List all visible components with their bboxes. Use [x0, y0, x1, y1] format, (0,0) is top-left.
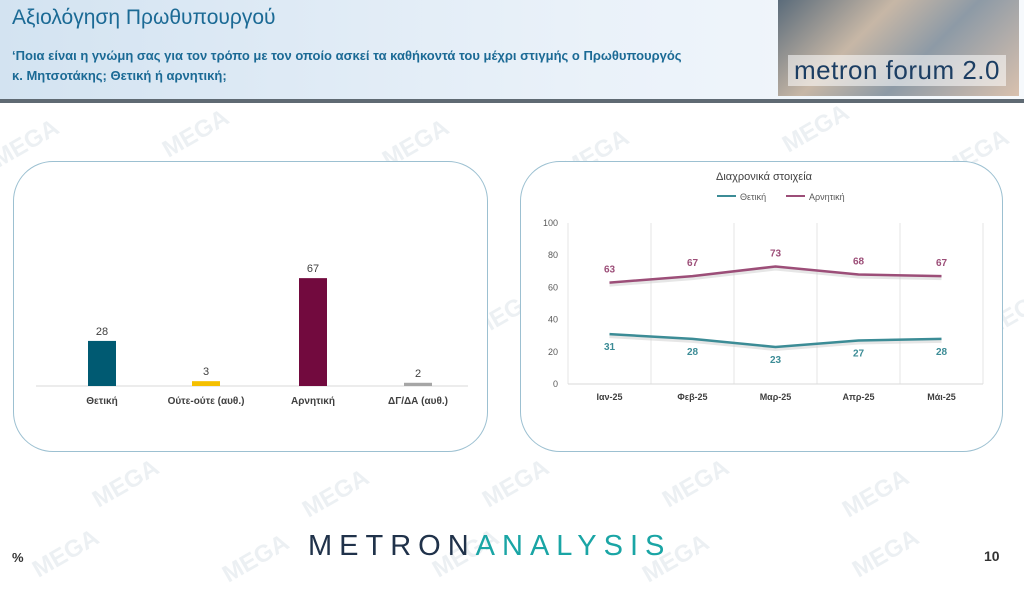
metron-forum-logo: metron forum 2.0: [778, 0, 1019, 96]
legend-label: Αρνητική: [809, 192, 845, 202]
bar-1: [88, 340, 116, 386]
category-label: ΔΓ/ΔΑ (αυθ.): [388, 396, 448, 407]
data-label: 63: [604, 265, 616, 276]
series-line-2: [609, 265, 942, 284]
page-number: 10: [984, 548, 1000, 564]
x-tick-label: Μαρ-25: [760, 392, 792, 402]
series-line-1: [609, 332, 942, 349]
category-label: Αρνητική: [291, 396, 335, 407]
y-tick-label: 0: [553, 379, 558, 389]
header-banner: Αξιολόγηση Πρωθυπουργού ‘Ποια είναι η γν…: [0, 0, 1024, 103]
x-tick-label: Φεβ-25: [677, 392, 707, 402]
x-tick-label: Μάι-25: [927, 392, 956, 402]
series-line-shadow: [609, 334, 942, 352]
data-label: 31: [604, 342, 616, 353]
mega-watermark: MEGA: [87, 453, 164, 514]
data-label: 67: [687, 258, 699, 269]
category-label: Ούτε-ούτε (αυθ.): [168, 396, 245, 407]
metron-analysis-logo: METRONANALYSIS: [308, 530, 671, 563]
brand-analysis: ANALYSIS: [475, 530, 672, 562]
legend-label: Θετική: [740, 192, 766, 202]
x-tick-label: Απρ-25: [843, 392, 875, 402]
bar-chart: 28 Θετική 3 Ούτε-ούτε (αυθ.) 67 Αρνητική 2 ΔΓ/Δ…: [36, 263, 468, 407]
bar-4: [404, 382, 432, 386]
data-label: 27: [853, 349, 865, 360]
brand-metron: METRON: [308, 530, 476, 562]
data-label: 73: [770, 248, 782, 259]
series-line-shadow: [609, 266, 942, 287]
y-tick-label: 60: [548, 282, 558, 292]
line-chart-panel: Διαχρονικά στοιχεία Θετική Αρνητική 0 20 40 60…: [520, 161, 1003, 452]
page-title: Αξιολόγηση Πρωθυπουργού: [12, 6, 276, 29]
bar-value-label: 3: [203, 366, 209, 378]
mega-watermark: MEGA: [837, 463, 914, 524]
y-tick-label: 80: [548, 250, 558, 260]
bar-value-label: 67: [307, 263, 319, 275]
bar-value-label: 2: [415, 368, 421, 380]
data-label: 68: [853, 257, 865, 268]
y-tick-label: 100: [543, 218, 558, 228]
category-label: Θετική: [86, 396, 117, 407]
bar-3: [299, 278, 327, 386]
data-label: 23: [770, 355, 782, 366]
chart-title: Διαχρονικά στοιχεία: [716, 171, 813, 183]
x-tick-label: Ιαν-25: [596, 392, 622, 402]
logo-text: metron forum 2.0: [788, 55, 1006, 86]
mega-watermark: MEGA: [157, 103, 234, 164]
y-tick-label: 20: [548, 347, 558, 357]
data-label: 67: [936, 258, 948, 269]
survey-question: ‘Ποια είναι η γνώμη σας για τον τρόπο με…: [12, 48, 682, 83]
bar-2: [192, 381, 220, 386]
bar-value-label: 28: [96, 326, 108, 338]
percent-sign: %: [12, 550, 24, 565]
mega-watermark: MEGA: [777, 98, 854, 159]
mega-watermark: MEGA: [217, 528, 294, 589]
mega-watermark: MEGA: [27, 523, 104, 584]
bar-chart-panel: 28 Θετική 3 Ούτε-ούτε (αυθ.) 67 Αρνητική 2 ΔΓ/Δ…: [13, 161, 488, 452]
mega-watermark: MEGA: [847, 523, 924, 584]
data-label: 28: [687, 347, 699, 358]
data-label: 28: [936, 347, 948, 358]
mega-watermark: MEGA: [657, 453, 734, 514]
mega-watermark: MEGA: [477, 453, 554, 514]
mega-watermark: MEGA: [297, 463, 374, 524]
line-chart: Διαχρονικά στοιχεία Θετική Αρνητική 0 20 40 60…: [543, 171, 984, 402]
y-tick-label: 40: [548, 315, 558, 325]
